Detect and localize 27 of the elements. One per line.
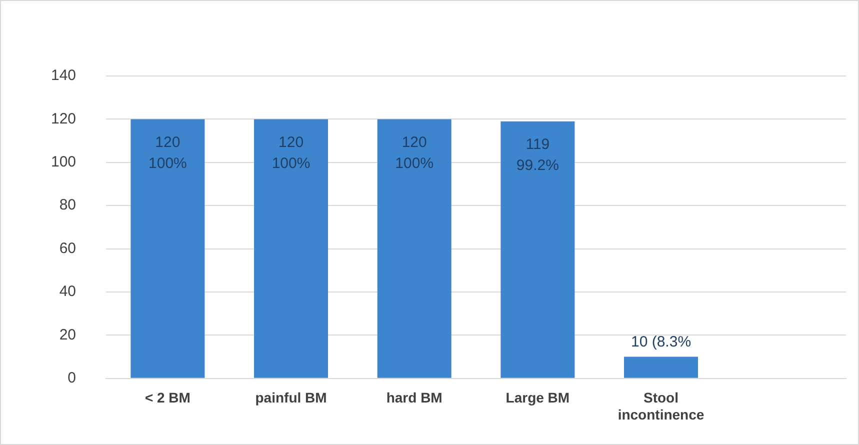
bar: [377, 119, 452, 378]
y-tick-label: 40: [59, 283, 76, 300]
y-tick-label: 20: [59, 326, 76, 344]
bar: [254, 119, 328, 378]
data-label: 119: [526, 136, 550, 153]
x-tick-label: < 2 BM: [144, 390, 190, 406]
y-tick-label: 80: [59, 196, 76, 214]
y-tick-label: 60: [59, 240, 76, 257]
data-label: 10 (8.3%: [630, 333, 692, 350]
annotation: 100%: [395, 154, 434, 172]
annotation: 100%: [148, 154, 187, 172]
x-tick-label: hard BM: [386, 390, 442, 406]
y-tick-label: 120: [50, 110, 76, 128]
bar: [624, 356, 698, 378]
annotation: 99.2%: [516, 157, 559, 174]
bar: [500, 121, 575, 378]
bar: [130, 119, 205, 378]
data-label: 120: [155, 134, 180, 151]
y-tick-label: 0: [68, 370, 76, 387]
x-tick-label: Large BM: [506, 390, 570, 406]
x-tick-label: Stool incontinence: [618, 390, 704, 422]
data-label: 120: [402, 134, 427, 151]
annotation: 100%: [272, 154, 310, 172]
y-tick-label: 100: [50, 154, 76, 171]
x-tick-label: painful BM: [255, 390, 327, 406]
data-label: 120: [278, 134, 304, 151]
y-tick-label: 140: [50, 67, 76, 84]
